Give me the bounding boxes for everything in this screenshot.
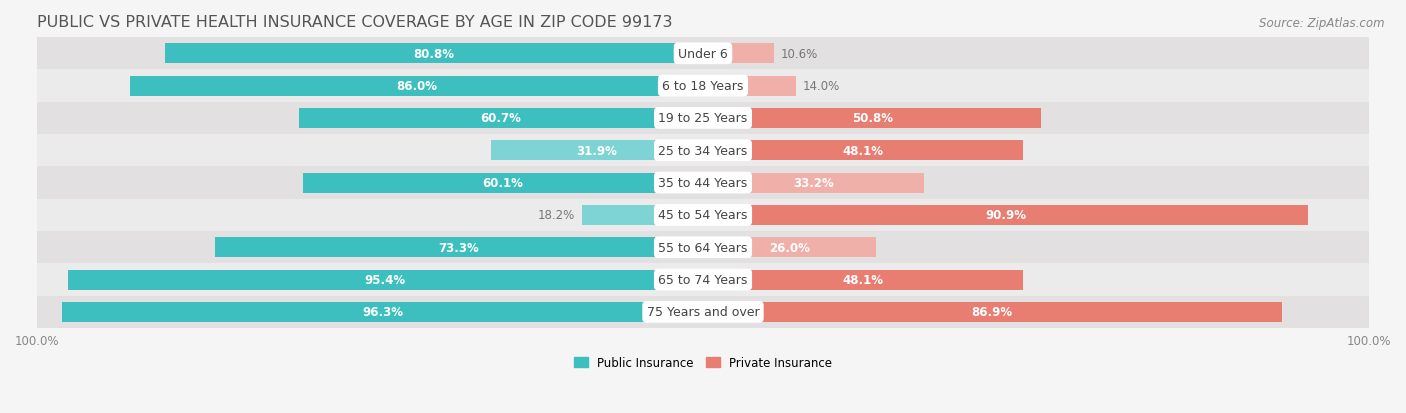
Bar bbox=[582, 205, 703, 225]
Text: PUBLIC VS PRIVATE HEALTH INSURANCE COVERAGE BY AGE IN ZIP CODE 99173: PUBLIC VS PRIVATE HEALTH INSURANCE COVER… bbox=[37, 15, 672, 30]
Text: 65 to 74 Years: 65 to 74 Years bbox=[658, 273, 748, 286]
Text: 73.3%: 73.3% bbox=[439, 241, 479, 254]
Bar bbox=[37, 167, 1369, 199]
Bar bbox=[37, 38, 1369, 70]
Bar bbox=[703, 109, 1042, 128]
Bar bbox=[37, 232, 1369, 264]
Text: Source: ZipAtlas.com: Source: ZipAtlas.com bbox=[1260, 17, 1385, 29]
Bar bbox=[37, 199, 1369, 232]
Bar bbox=[37, 135, 1369, 167]
Text: 96.3%: 96.3% bbox=[361, 306, 404, 318]
Text: 95.4%: 95.4% bbox=[366, 273, 406, 286]
Text: 60.7%: 60.7% bbox=[481, 112, 522, 125]
Bar bbox=[165, 44, 703, 64]
Text: 33.2%: 33.2% bbox=[793, 177, 834, 190]
Text: 86.9%: 86.9% bbox=[972, 306, 1012, 318]
Text: 90.9%: 90.9% bbox=[986, 209, 1026, 222]
Text: 50.8%: 50.8% bbox=[852, 112, 893, 125]
Text: 45 to 54 Years: 45 to 54 Years bbox=[658, 209, 748, 222]
Bar bbox=[37, 70, 1369, 102]
Text: 86.0%: 86.0% bbox=[396, 80, 437, 93]
Bar bbox=[491, 141, 703, 161]
Bar bbox=[67, 270, 703, 290]
Text: 6 to 18 Years: 6 to 18 Years bbox=[662, 80, 744, 93]
Text: 60.1%: 60.1% bbox=[482, 177, 523, 190]
Text: 48.1%: 48.1% bbox=[842, 145, 883, 157]
Bar bbox=[703, 173, 924, 193]
Text: 31.9%: 31.9% bbox=[576, 145, 617, 157]
Bar bbox=[299, 109, 703, 128]
Text: 75 Years and over: 75 Years and over bbox=[647, 306, 759, 318]
Bar bbox=[703, 141, 1024, 161]
Text: 35 to 44 Years: 35 to 44 Years bbox=[658, 177, 748, 190]
Bar bbox=[302, 173, 703, 193]
Bar bbox=[703, 302, 1281, 322]
Bar bbox=[37, 296, 1369, 328]
Bar bbox=[703, 237, 876, 258]
Text: 80.8%: 80.8% bbox=[413, 47, 454, 61]
Bar bbox=[703, 270, 1024, 290]
Bar bbox=[131, 76, 703, 96]
Text: 14.0%: 14.0% bbox=[803, 80, 841, 93]
Bar bbox=[703, 205, 1308, 225]
Bar bbox=[703, 44, 773, 64]
Bar bbox=[37, 264, 1369, 296]
Bar bbox=[62, 302, 703, 322]
Text: 26.0%: 26.0% bbox=[769, 241, 810, 254]
Text: 18.2%: 18.2% bbox=[538, 209, 575, 222]
Bar bbox=[215, 237, 703, 258]
Text: 25 to 34 Years: 25 to 34 Years bbox=[658, 145, 748, 157]
Bar bbox=[37, 102, 1369, 135]
Bar bbox=[703, 76, 796, 96]
Text: 19 to 25 Years: 19 to 25 Years bbox=[658, 112, 748, 125]
Legend: Public Insurance, Private Insurance: Public Insurance, Private Insurance bbox=[574, 356, 832, 369]
Text: Under 6: Under 6 bbox=[678, 47, 728, 61]
Text: 48.1%: 48.1% bbox=[842, 273, 883, 286]
Text: 55 to 64 Years: 55 to 64 Years bbox=[658, 241, 748, 254]
Text: 10.6%: 10.6% bbox=[780, 47, 817, 61]
